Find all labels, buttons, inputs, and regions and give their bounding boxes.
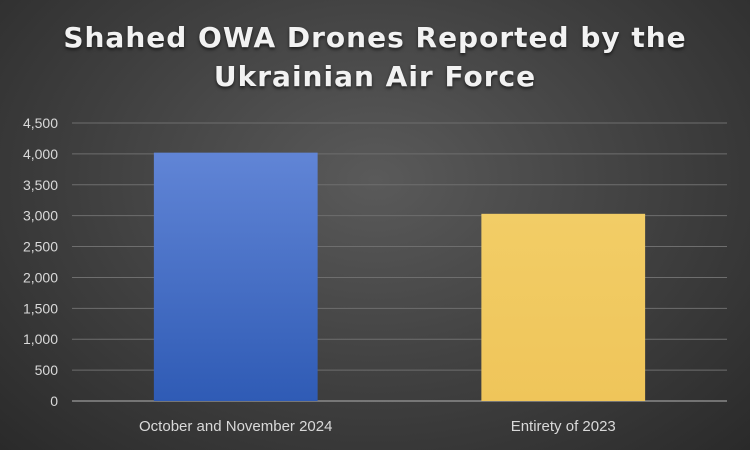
y-tick-label: 2,000 xyxy=(23,269,58,285)
x-tick-label: Entirety of 2023 xyxy=(511,418,616,435)
y-tick-label: 3,000 xyxy=(23,208,58,224)
bar xyxy=(153,152,318,401)
y-tick-label: 4,000 xyxy=(23,146,58,162)
y-axis-ticks: 0 500 1,000 1,500 2,000 2,500 3,000 3,500 4,000 4… xyxy=(23,115,58,409)
y-tick-label: 4,500 xyxy=(23,115,58,131)
y-tick-label: 1,000 xyxy=(23,331,58,347)
y-tick-label: 0 xyxy=(50,393,58,409)
x-axis-ticks: October and November 2024 Entirety of 202… xyxy=(139,418,616,435)
chart-title-line-1: Shahed OWA Drones Reported by the xyxy=(63,21,687,54)
y-tick-label: 3,500 xyxy=(23,177,58,193)
y-tick-label: 2,500 xyxy=(23,239,58,255)
x-tick-label: October and November 2024 xyxy=(139,418,332,435)
y-tick-label: 500 xyxy=(35,362,59,378)
bars xyxy=(153,152,646,401)
y-tick-label: 1,500 xyxy=(23,300,58,316)
bar xyxy=(481,213,646,401)
chart-title: Shahed OWA Drones Reported by the Ukrain… xyxy=(0,18,750,96)
chart-title-line-2: Ukrainian Air Force xyxy=(213,60,537,93)
